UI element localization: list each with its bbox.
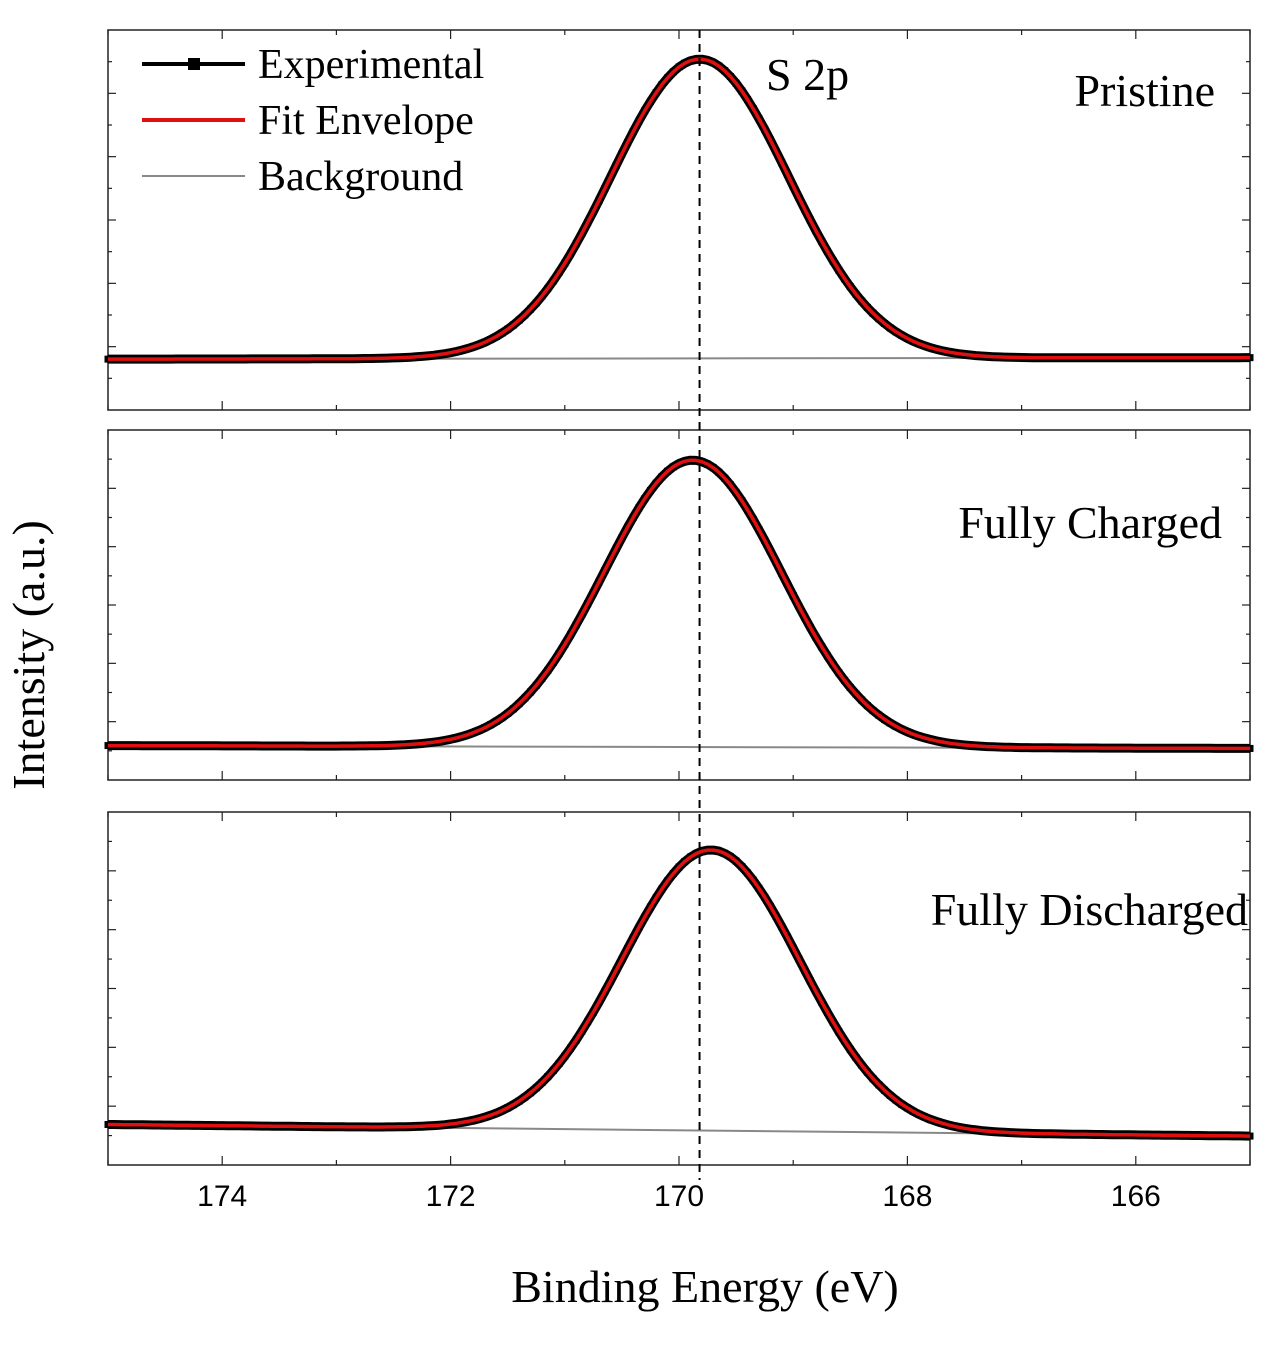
panel-frame xyxy=(107,429,1251,781)
fit-envelope-line xyxy=(108,57,1250,361)
panel-label: Fully Charged xyxy=(958,497,1222,548)
x-tick-label: 170 xyxy=(654,1180,704,1213)
y-axis-title: Intensity (a.u.) xyxy=(3,520,54,790)
fit-envelope-line xyxy=(108,848,1251,1138)
legend-item: Experimental xyxy=(142,42,484,88)
panel-3: Fully Discharged xyxy=(104,811,1254,1166)
legend-label: Background xyxy=(258,154,463,200)
legend-item: Fit Envelope xyxy=(142,98,474,144)
element-annotation: S 2p xyxy=(766,49,849,100)
legend: Experimental Fit Envelope Background xyxy=(142,42,484,200)
chart-panels: Pristine S 2p Fully Charged Fully Discharge… xyxy=(104,29,1254,1166)
panel-label: Pristine xyxy=(1074,65,1215,116)
x-tick-labels: 174 172 170 168 166 xyxy=(197,1180,1161,1213)
x-tick-label: 168 xyxy=(882,1180,932,1213)
x-tick-label: 174 xyxy=(197,1180,247,1213)
legend-label: Experimental xyxy=(258,42,484,88)
legend-label: Fit Envelope xyxy=(258,98,474,144)
x-tick-label: 166 xyxy=(1111,1180,1161,1213)
fit-envelope-line xyxy=(108,458,1250,751)
x-axis-title: Binding Energy (eV) xyxy=(511,1261,899,1312)
panel-1: Pristine S 2p xyxy=(104,29,1254,411)
legend-item: Background xyxy=(142,154,463,200)
panel-label: Fully Discharged xyxy=(931,884,1248,935)
panel-2: Fully Charged xyxy=(104,429,1254,781)
x-tick-label: 172 xyxy=(426,1180,476,1213)
legend-marker xyxy=(188,58,200,70)
